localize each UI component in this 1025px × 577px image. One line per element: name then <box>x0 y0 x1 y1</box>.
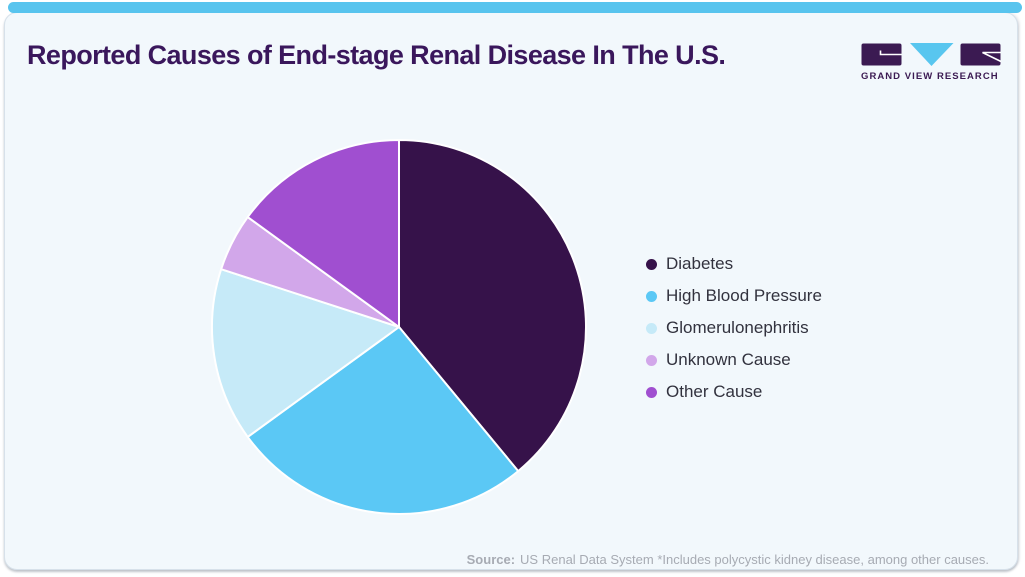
pie-slice-glomerulonephritis <box>211 268 400 438</box>
infographic-card: Reported Causes of End-stage Renal Disea… <box>4 12 1018 570</box>
logo-v-triangle <box>910 43 954 66</box>
legend-swatch <box>646 258 657 270</box>
gvr-logo-icon <box>861 43 1002 66</box>
source-label: Source: <box>466 552 516 567</box>
legend-label: Other Cause <box>666 382 763 401</box>
legend-swatch <box>646 386 657 398</box>
legend-label: Unknown Cause <box>666 350 791 369</box>
legend-item: Unknown Cause <box>646 349 822 371</box>
pie-chart <box>211 139 587 515</box>
legend-label: Glomerulonephritis <box>666 318 809 337</box>
legend-item: High Blood Pressure <box>646 285 822 307</box>
legend-swatch <box>646 322 657 334</box>
legend-swatch <box>646 354 657 366</box>
gvr-logo: GRAND VIEW RESEARCH <box>861 43 1002 82</box>
source-note: Source: US Renal Data System *Includes po… <box>467 552 989 567</box>
legend-label: Diabetes <box>666 254 734 273</box>
legend-swatch <box>646 290 657 302</box>
legend-item: Diabetes <box>646 253 822 275</box>
logo-g-line <box>879 50 902 56</box>
legend-item: Glomerulonephritis <box>646 317 822 339</box>
logo-r-line <box>982 51 1002 63</box>
pie-slice-diabetes <box>398 139 587 473</box>
source-text: US Renal Data System *Includes polycysti… <box>520 552 989 567</box>
top-accent-bar <box>8 2 1022 13</box>
legend-item: Other Cause <box>646 381 822 403</box>
logo-r-block <box>960 43 1001 66</box>
chart-legend: Diabetes High Blood Pressure Glomeruloneph… <box>646 253 822 403</box>
pie-slice-other-cause <box>246 139 400 328</box>
page-title: Reported Causes of End-stage Renal Disea… <box>27 40 726 70</box>
pie-slice-high-blood-pressure <box>246 326 520 515</box>
gvr-logo-text: GRAND VIEW RESEARCH <box>861 71 999 82</box>
legend-label: High Blood Pressure <box>666 286 822 305</box>
